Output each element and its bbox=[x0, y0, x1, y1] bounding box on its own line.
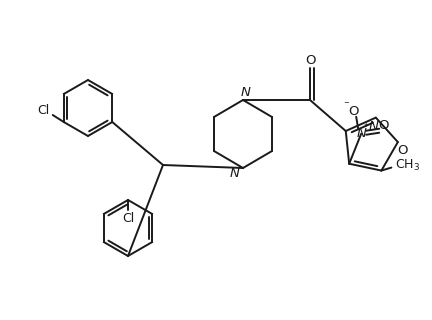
Text: $^-$: $^-$ bbox=[342, 100, 350, 110]
Text: O: O bbox=[397, 144, 408, 156]
Text: N: N bbox=[241, 85, 251, 99]
Text: O: O bbox=[306, 53, 316, 67]
Text: O: O bbox=[348, 105, 359, 118]
Text: N: N bbox=[369, 120, 379, 133]
Text: N: N bbox=[356, 127, 366, 140]
Text: Cl: Cl bbox=[122, 212, 134, 225]
Text: CH$_3$: CH$_3$ bbox=[395, 158, 420, 173]
Text: O: O bbox=[378, 119, 388, 132]
Text: Cl: Cl bbox=[38, 103, 50, 116]
Text: $^+$: $^+$ bbox=[362, 122, 370, 132]
Text: N: N bbox=[230, 166, 240, 180]
